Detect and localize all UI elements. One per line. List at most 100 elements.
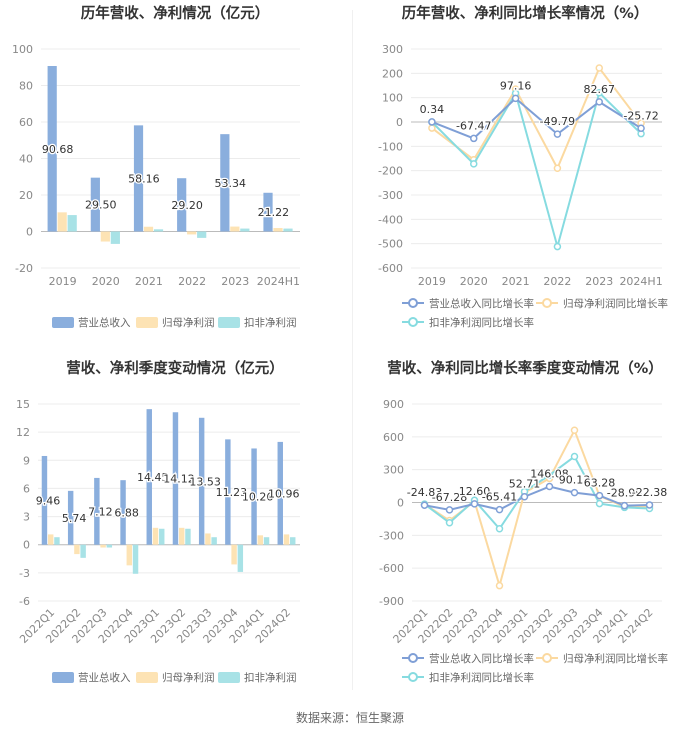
y-tick-label: 0 (396, 116, 403, 129)
bar (273, 228, 283, 232)
y-tick-label: 100 (382, 92, 403, 105)
annual-bar-chart: 100 80 60 40 20 0 -20 2019 2020 2021 2022 2023 2024H… (12, 43, 300, 329)
y-tick-label: -900 (379, 595, 404, 608)
data-point (570, 452, 579, 461)
y-tick-label: -100 (378, 140, 403, 153)
bar (178, 527, 185, 545)
data-point (428, 118, 436, 126)
data-point (645, 501, 654, 509)
data-point (620, 501, 629, 510)
legend-label: 营业总收入 (78, 316, 131, 329)
y-tick-label: 15 (16, 398, 30, 411)
y-tick-label: 3 (23, 511, 30, 524)
bar (197, 231, 207, 238)
bar (120, 480, 126, 545)
legend-label: 归母净利润 (162, 671, 215, 684)
data-label: 6.88 (114, 506, 139, 519)
data-point (553, 130, 562, 138)
bar (263, 537, 270, 545)
legend-swatch (218, 317, 240, 328)
data-point (470, 500, 479, 508)
bar (240, 228, 250, 232)
x-tick-label: 2024H1 (257, 275, 300, 288)
y-tick-label: -6 (19, 595, 30, 608)
data-label: 9.46 (36, 494, 61, 507)
data-label: 146.08 (530, 468, 569, 481)
bar (172, 412, 179, 545)
annual-growth-panel: 历年营收、净利同比增长率情况（%） 300 200 100 0 -100 -200 -300… (350, 0, 700, 345)
bar (100, 231, 110, 242)
series-line (423, 455, 650, 531)
y-tick-label: -200 (378, 165, 403, 178)
legend-label: 营业总收入同比增长率 (429, 297, 534, 310)
y-tick-label: -600 (379, 562, 404, 575)
bar (57, 212, 67, 232)
data-point (545, 482, 554, 491)
legend-marker (408, 672, 418, 682)
data-label: 52.71 (509, 478, 541, 491)
y-tick-label: -400 (378, 213, 403, 226)
x-tick-label: 2021 (135, 275, 163, 288)
y-tick-label: -500 (378, 238, 403, 251)
bar (225, 439, 231, 545)
x-tick-label: 2023 (585, 275, 613, 288)
bar (283, 228, 293, 232)
bar (126, 544, 133, 566)
series-line (431, 97, 642, 140)
bar (153, 229, 164, 232)
data-point (570, 488, 579, 497)
data-label: 11.23 (216, 486, 248, 499)
data-label: 29.20 (171, 199, 203, 212)
bar (146, 409, 152, 545)
y-tick-label: -600 (378, 262, 403, 275)
bar (263, 192, 273, 232)
data-label: 13.53 (189, 475, 221, 488)
y-tick-label: 900 (383, 398, 404, 411)
chart-title: 营收、净利同比增长率季度变动情况（%） (387, 361, 663, 377)
data-label: -25.72 (623, 109, 658, 122)
data-label: 21.22 (258, 206, 290, 219)
quarterly-bar-chart: 15129630-3-62022Q12022Q22022Q32022Q42023… (16, 398, 301, 684)
quarterly-growth-panel: 营收、净利同比增长率季度变动情况（%） 900 600 300 0 -300 -600 -9… (350, 355, 700, 700)
x-tick-label: 2020 (460, 275, 488, 288)
data-point (570, 426, 579, 435)
data-point (553, 164, 562, 172)
bar (198, 417, 205, 545)
quarterly-revenue-profit-panel: 营收、净利季度变动情况（亿元） 15 12 9 6 3 0 -3 -6 2022Q1 2022Q2… (0, 355, 350, 700)
x-tick-label: 2022 (543, 275, 571, 288)
data-label: -28.99 (607, 487, 642, 500)
data-label: -65.41 (482, 491, 517, 504)
data-point (637, 124, 645, 133)
bar (159, 528, 165, 545)
bar (67, 215, 77, 232)
y-tick-label: 60 (19, 116, 33, 129)
bar (177, 178, 187, 232)
legend-swatch (136, 317, 158, 328)
data-label: 7.12 (88, 505, 113, 518)
annual-revenue-profit-panel: 历年营收、净利情况（亿元） 100 80 60 40 20 0 -20 2019 2020 202… (0, 0, 350, 345)
data-label: -67.28 (432, 491, 467, 504)
legend-label: 归母净利润 (162, 316, 215, 329)
data-point (595, 64, 603, 72)
x-tick-label: 2021 (502, 275, 530, 288)
x-tick-label: 2024H1 (619, 275, 662, 288)
y-tick-label: 40 (19, 153, 33, 166)
bar (110, 231, 120, 244)
data-label: -22.38 (632, 486, 667, 499)
bar (47, 66, 57, 232)
bar (80, 544, 86, 558)
data-label: 82.67 (584, 83, 616, 96)
data-point (545, 471, 554, 479)
bar (257, 535, 264, 545)
data-label: -67.47 (456, 119, 491, 132)
bar (94, 477, 100, 545)
bar (47, 534, 54, 545)
legend-swatch (52, 672, 74, 683)
series-line (424, 485, 650, 511)
bar (220, 134, 230, 232)
legend-label: 扣非净利润同比增长率 (429, 316, 534, 329)
data-point (595, 98, 603, 106)
y-tick-label: 0 (397, 497, 404, 510)
legend-marker (408, 653, 418, 663)
data-label: 97.16 (500, 79, 532, 92)
